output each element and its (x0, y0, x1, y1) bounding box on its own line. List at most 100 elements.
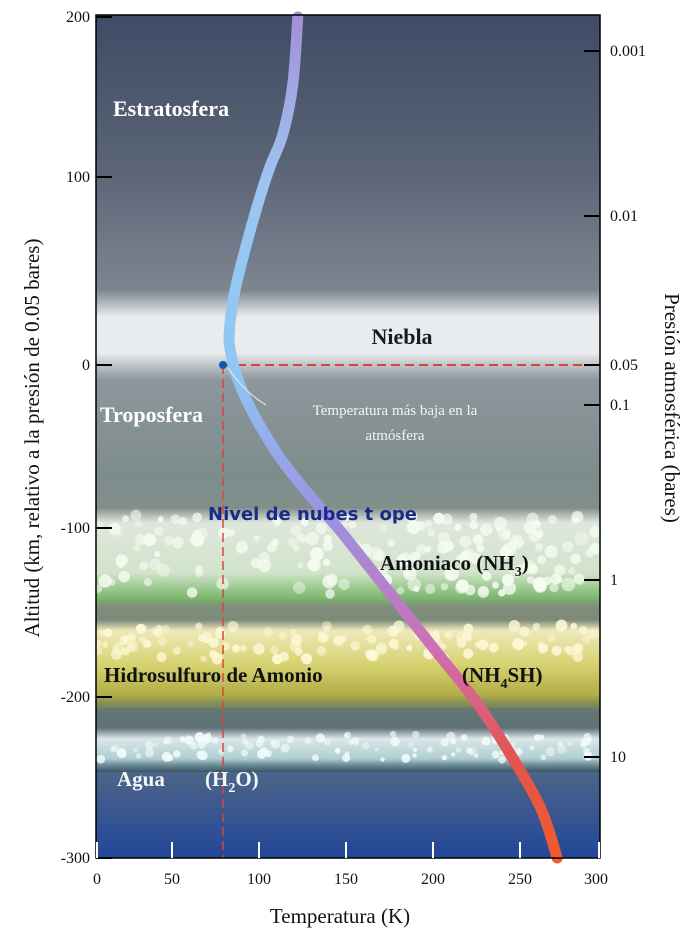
cloud-puff (440, 643, 447, 650)
left-axis-tick-labels: 200 100 0 -100 -200 -300 (61, 9, 90, 867)
x-axis-title: Temperatura (K) (270, 904, 410, 928)
cloud-puff (416, 544, 427, 555)
cloud-puff (463, 648, 474, 659)
cloud-puff (258, 559, 272, 573)
cloud-puff (133, 543, 141, 552)
cloud-puff (111, 744, 119, 753)
cloud-puff (286, 735, 295, 744)
cloud-puff (157, 637, 167, 647)
cloud-puff (130, 509, 142, 521)
temperature-profile-line (223, 11, 563, 864)
cloud-puff (476, 544, 485, 553)
cloud-puff (271, 538, 279, 547)
water-label: Agua (117, 767, 165, 791)
left-tick-label: 100 (66, 169, 90, 186)
cloud-puff (135, 624, 145, 633)
cloud-puff (127, 633, 136, 642)
cloud-puff (252, 643, 265, 655)
cloud-puff (209, 650, 218, 659)
cloud-puff (455, 581, 468, 594)
cloud-puff (93, 646, 103, 655)
cloud-puff (433, 512, 445, 525)
cloud-puff (195, 622, 203, 630)
cloud-puff (157, 516, 164, 523)
cloud-puff (102, 641, 109, 648)
cloud-puff (390, 737, 400, 747)
cloud-puff (574, 531, 589, 546)
ammonia-cloud-layer (96, 508, 600, 608)
cloud-puff (412, 730, 420, 739)
cloud-puff (351, 737, 360, 745)
cloud-puff (440, 583, 449, 591)
cloud-puff (145, 741, 154, 750)
cloud-puff (227, 745, 234, 753)
right-tick-label: 0.05 (610, 357, 638, 374)
cloud-puff (310, 547, 324, 561)
cloud-puff (407, 578, 421, 592)
min-temp-pointer (227, 367, 267, 406)
cloud-puff (163, 535, 174, 546)
cloud-puff (135, 753, 142, 759)
cloud-puff (343, 514, 351, 521)
cloud-puff (192, 529, 202, 540)
cloud-puff (463, 623, 474, 634)
cloud-puff (208, 637, 219, 648)
cloud-puff (412, 747, 418, 752)
cloud-puff (173, 647, 181, 655)
cloud-puff (122, 635, 129, 642)
cloud-puff (312, 754, 319, 761)
cloud-puff (450, 752, 456, 757)
cloud-puff (508, 620, 521, 632)
ammonia-label: Amoniaco (NH3) (380, 551, 529, 580)
cloud-puff (494, 751, 499, 757)
cloud-puff (472, 534, 484, 546)
left-tick-label: 200 (66, 9, 90, 26)
cloud-puff (196, 750, 205, 760)
cloud-puff (290, 524, 301, 536)
cloud-puff (218, 748, 224, 754)
y-axis-left-title: Altitud (km, relativo a la presión de 0.… (20, 239, 44, 638)
cloud-puff (565, 646, 576, 656)
cloud-puff (348, 521, 357, 529)
cloud-puff (192, 512, 203, 523)
cloud-puff (307, 558, 321, 572)
cloud-puff (445, 572, 454, 581)
cloud-puff (557, 744, 567, 754)
cloud-puff (143, 533, 157, 546)
cloud-puff (396, 586, 405, 595)
cloud-puff (323, 534, 332, 543)
cloud-puff (548, 514, 557, 524)
cloud-puff (118, 570, 130, 583)
cloud-puff (260, 747, 268, 755)
cloud-puff (154, 551, 161, 558)
cloud-puff (227, 621, 239, 632)
cloud-puff (522, 560, 537, 575)
cloud-puff (551, 645, 562, 656)
cloud-puff (366, 634, 377, 644)
cloud-puff (339, 635, 347, 642)
cloud-puff (315, 733, 326, 743)
cloud-puff (366, 649, 378, 661)
y-axis-right-title: Presión atmosférica (bares) (660, 293, 683, 523)
cloud-puff (477, 586, 490, 598)
cloud-puff (161, 751, 172, 762)
cloud-puff (200, 655, 207, 662)
cloud-puff (555, 620, 567, 632)
cloud-puff (316, 646, 327, 656)
cloud-puff (549, 583, 559, 593)
stratosphere-label: Estratosfera (113, 96, 229, 121)
cloud-puff (488, 642, 499, 653)
cloud-puff (501, 529, 511, 539)
cloud-puff (115, 529, 124, 538)
bottom-axis-ticks (96, 842, 600, 858)
cloud-puff (375, 644, 387, 655)
cloud-puff (387, 625, 399, 637)
cloud-puff (529, 745, 535, 751)
cloud-puff (151, 627, 159, 635)
cloud-puff (523, 521, 537, 535)
cloud-puff (241, 749, 249, 757)
cloud-puff (554, 564, 566, 576)
cloud-puff (455, 747, 462, 753)
cloud-puff (395, 555, 408, 568)
haze-label: Niebla (371, 324, 432, 349)
